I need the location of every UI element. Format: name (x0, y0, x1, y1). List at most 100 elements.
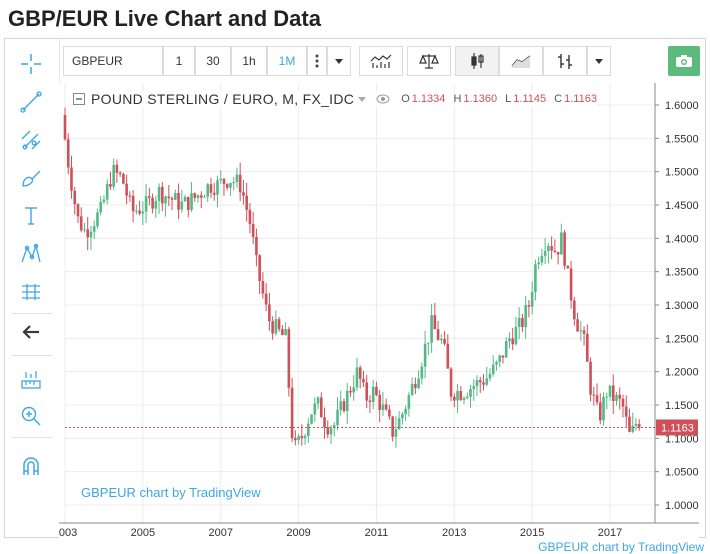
x-tick-label: 2017 (598, 527, 622, 539)
text-icon[interactable] (16, 201, 46, 231)
position-icon[interactable] (16, 277, 46, 307)
candle-up (174, 193, 177, 200)
bars-style-icon (558, 54, 572, 69)
candle-up (495, 361, 498, 365)
interval-30-button[interactable]: 30 (195, 46, 231, 76)
bars-style-button[interactable] (543, 46, 587, 76)
candle-down (287, 329, 291, 388)
candle-down (290, 387, 294, 439)
candle-down (566, 265, 570, 269)
candle-down (70, 167, 73, 191)
interval-1h-button[interactable]: 1h (231, 46, 267, 76)
chart-topbar: GBPEUR 1 30 1h 1M (63, 43, 703, 79)
candle-up (336, 409, 339, 426)
interval-dropdown-button[interactable] (327, 46, 351, 76)
candle-down (378, 395, 381, 410)
candle-up (524, 305, 527, 328)
interval-1-button[interactable]: 1 (163, 46, 195, 76)
trendline-icon[interactable] (16, 87, 46, 117)
candle-down (501, 355, 505, 358)
candle-up (206, 184, 210, 197)
candle-up (488, 373, 492, 379)
candle-down (556, 251, 560, 255)
candle-down (186, 196, 190, 211)
candle-up (430, 315, 433, 343)
candle-up (235, 174, 239, 183)
candle-up (196, 195, 200, 198)
candle-down (618, 394, 622, 399)
chart-style-dropdown[interactable] (587, 46, 611, 76)
y-tick-label: 1.5500 (665, 133, 699, 145)
candle-down (414, 384, 417, 388)
candles-group (63, 107, 641, 448)
pitchfork-icon[interactable] (16, 125, 46, 155)
candle-up (608, 385, 612, 397)
candle-up (303, 435, 307, 439)
candle-up (485, 378, 489, 385)
pattern-icon[interactable] (16, 239, 46, 269)
candle-down (449, 368, 453, 397)
candle-down (384, 404, 388, 410)
candle-down (391, 416, 394, 437)
candles-style-button[interactable] (455, 46, 499, 76)
candle-down (245, 195, 248, 210)
candle-up (310, 414, 313, 424)
candle-down (268, 304, 271, 322)
caret-down-icon (595, 58, 603, 64)
candle-down (86, 229, 90, 238)
candle-up (508, 338, 511, 342)
compare-button[interactable] (407, 46, 451, 76)
crosshair-icon[interactable] (16, 49, 46, 79)
candle-down (125, 183, 128, 196)
close-value: 1.1163 (564, 93, 597, 105)
candle-down (138, 210, 141, 214)
candle-down (261, 281, 265, 294)
candle-down (170, 198, 174, 200)
candle-down (621, 398, 625, 407)
candle-down (323, 417, 326, 428)
line-style-button[interactable] (499, 46, 543, 76)
candle-up (316, 397, 320, 404)
candle-up (456, 391, 459, 401)
candle-up (579, 330, 583, 332)
snapshot-button[interactable] (668, 46, 700, 76)
chart-legend: POUND STERLING / EURO, M, FX_IDC O 1.1334… (73, 91, 597, 107)
y-tick-label: 1.0500 (665, 467, 699, 479)
symbol-input[interactable]: GBPEUR (63, 46, 163, 76)
candle-up (605, 396, 609, 398)
candle-down (362, 378, 365, 383)
back-arrow-icon[interactable] (16, 317, 46, 347)
indicators-button[interactable] (359, 46, 403, 76)
measure-icon[interactable] (16, 365, 46, 395)
candle-down (258, 255, 261, 282)
candle-down (586, 333, 589, 362)
price-chart[interactable]: 1.6000 1.5500 1.5000 1.4500 1.4000 1.3500 1.30… (59, 83, 699, 541)
eye-icon[interactable] (376, 94, 390, 104)
candle-down (436, 329, 440, 340)
candle-down (478, 380, 482, 383)
chart-watermark[interactable]: GBPEUR chart by TradingView (81, 485, 261, 500)
low-value: 1.1145 (513, 93, 547, 105)
magnet-icon[interactable] (16, 451, 46, 481)
tradingview-link[interactable]: GBPEUR chart by TradingView (538, 540, 704, 554)
candle-down (199, 195, 203, 198)
candle-up (381, 404, 385, 410)
more-intervals-button[interactable] (307, 46, 327, 76)
x-tick-label: 2013 (442, 527, 466, 539)
candle-up (407, 395, 411, 409)
candle-up (427, 342, 430, 344)
brush-icon[interactable] (16, 163, 46, 193)
caret-down-icon[interactable] (358, 96, 367, 102)
interval-1m-button[interactable]: 1M (267, 46, 307, 76)
candle-down (388, 409, 391, 417)
candle-down (573, 300, 576, 320)
open-value: 1.1334 (411, 93, 446, 105)
collapse-icon[interactable] (73, 93, 85, 105)
candle-down (251, 224, 255, 238)
zoom-in-icon[interactable] (16, 401, 46, 431)
candle-up (423, 343, 427, 367)
candle-up (339, 401, 343, 410)
candle-down (222, 178, 226, 185)
candle-up (96, 212, 99, 227)
candle-down (242, 192, 245, 196)
